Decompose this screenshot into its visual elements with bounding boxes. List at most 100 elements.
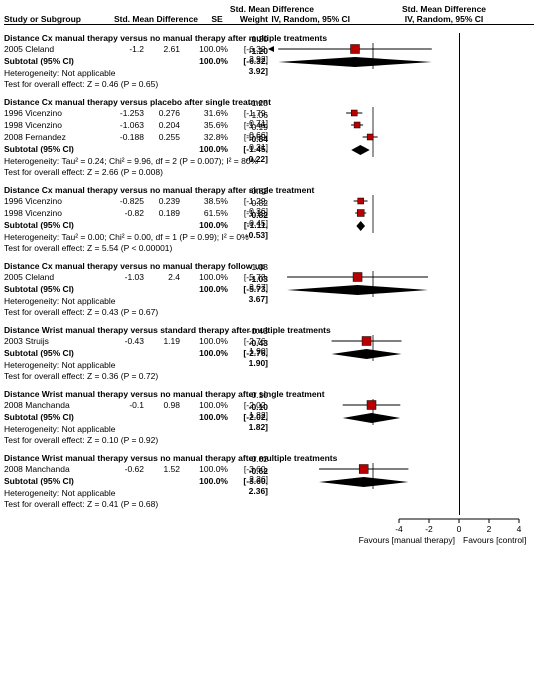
study-label: 1998 Vicenzino	[4, 208, 106, 218]
group-title: Distance Cx manual therapy versus no man…	[4, 33, 534, 43]
hdr-ci: IV, Random, 95% CI	[268, 14, 354, 24]
study-wt: 31.6%	[180, 108, 228, 118]
study-se: 0.239	[144, 196, 180, 206]
test-note: Test for overall effect: Z = 0.10 (P = 0…	[4, 435, 534, 445]
study-md: -0.43	[106, 336, 144, 346]
heterogeneity-note: Heterogeneity: Not applicable	[4, 488, 534, 498]
study-label: 2008 Fernandez	[4, 132, 106, 142]
study-row: 1996 Vicenzino -0.825 0.239 38.5% -0.82 …	[4, 195, 534, 207]
hdr-wt: Weight	[228, 14, 268, 24]
subtotal-ci: -1.03 [-5.73, 3.67]	[228, 274, 268, 304]
heterogeneity-note: Heterogeneity: Not applicable	[4, 360, 534, 370]
subtotal-plot	[268, 219, 534, 231]
subtotal-ci: -0.82 [-1.11, -0.53]	[228, 210, 268, 240]
study-label: 2005 Cleland	[4, 272, 106, 282]
svg-text:-4: -4	[395, 524, 403, 534]
study-md: -0.825	[106, 196, 144, 206]
group-title: Distance Wrist manual therapy versus no …	[4, 389, 534, 399]
hdr-plot: IV, Random, 95% CI	[354, 14, 534, 24]
top-header: Std. Mean Difference Std. Mean Differenc…	[4, 4, 534, 14]
study-md: -0.1	[106, 400, 144, 410]
subtotal-row: Subtotal (95% CI) 100.0% -1.03 [-5.73, 3…	[4, 283, 534, 295]
subtotal-wt: 100.0%	[180, 412, 228, 422]
subtotal-plot	[268, 347, 534, 359]
heterogeneity-note: Heterogeneity: Not applicable	[4, 424, 534, 434]
study-wt: 38.5%	[180, 196, 228, 206]
svg-text:0: 0	[457, 524, 462, 534]
study-row: 2008 Manchanda -0.62 1.52 100.0% -0.62 […	[4, 463, 534, 475]
study-wt: 100.0%	[180, 336, 228, 346]
test-note: Test for overall effect: Z = 0.43 (P = 0…	[4, 307, 534, 317]
svg-text:Favours [control]: Favours [control]	[463, 535, 526, 545]
subtotal-label: Subtotal (95% CI)	[4, 220, 106, 230]
study-label: 1996 Vicenzino	[4, 108, 106, 118]
study-row: 2005 Cleland -1.03 2.4 100.0% -1.03 [-5.…	[4, 271, 534, 283]
subtotal-wt: 100.0%	[180, 56, 228, 66]
study-md: -0.188	[106, 132, 144, 142]
test-note: Test for overall effect: Z = 0.41 (P = 0…	[4, 499, 534, 509]
study-wt: 100.0%	[180, 44, 228, 54]
hdr-study: Study or Subgroup	[4, 14, 106, 24]
study-se: 0.204	[144, 120, 180, 130]
subtotal-row: Subtotal (95% CI) 100.0% -0.84 [-1.45, -…	[4, 143, 534, 155]
subtotal-row: Subtotal (95% CI) 100.0% -0.43 [-2.76, 1…	[4, 347, 534, 359]
study-se: 1.52	[144, 464, 180, 474]
study-row: 1998 Vicenzino -0.82 0.189 61.5% -0.82 […	[4, 207, 534, 219]
group-title: Distance Wrist manual therapy versus sta…	[4, 325, 534, 335]
subtotal-ci: -0.84 [-1.45, -0.22]	[228, 134, 268, 164]
study-row: 1996 Vicenzino -1.253 0.276 31.6% -1.25 …	[4, 107, 534, 119]
svg-text:-2: -2	[425, 524, 433, 534]
study-md: -1.063	[106, 120, 144, 130]
subtotal-label: Subtotal (95% CI)	[4, 56, 106, 66]
study-plot	[268, 207, 534, 219]
study-wt: 35.6%	[180, 120, 228, 130]
heterogeneity-note: Heterogeneity: Tau² = 0.00; Chi² = 0.00,…	[4, 232, 534, 242]
study-plot	[268, 43, 534, 55]
study-row: 2003 Struijs -0.43 1.19 100.0% -0.43 [-2…	[4, 335, 534, 347]
subtotal-label: Subtotal (95% CI)	[4, 476, 106, 486]
subtotal-plot	[268, 411, 534, 423]
subtotal-wt: 100.0%	[180, 284, 228, 294]
study-wt: 100.0%	[180, 272, 228, 282]
hdr-se: SE	[206, 14, 228, 24]
study-plot	[268, 195, 534, 207]
heterogeneity-note: Heterogeneity: Not applicable	[4, 68, 534, 78]
subtotal-row: Subtotal (95% CI) 100.0% -0.82 [-1.11, -…	[4, 219, 534, 231]
forest-body: Distance Cx manual therapy versus no man…	[4, 33, 534, 509]
subtotal-wt: 100.0%	[180, 144, 228, 154]
study-plot	[268, 399, 534, 411]
study-md: -1.253	[106, 108, 144, 118]
subtotal-plot	[268, 283, 534, 295]
hdr-md: Std. Mean Difference	[106, 14, 206, 24]
subtotal-wt: 100.0%	[180, 476, 228, 486]
top-header-left: Std. Mean Difference	[4, 4, 354, 14]
study-row: 1998 Vicenzino -1.063 0.204 35.6% -1.06 …	[4, 119, 534, 131]
study-wt: 32.8%	[180, 132, 228, 142]
group-title: Distance Cx manual therapy versus no man…	[4, 185, 534, 195]
test-note: Test for overall effect: Z = 5.54 (P < 0…	[4, 243, 534, 253]
subtotal-plot	[268, 475, 534, 487]
study-row: 2005 Cleland -1.2 2.61 100.0% -1.20 [-6.…	[4, 43, 534, 55]
subtotal-label: Subtotal (95% CI)	[4, 284, 106, 294]
axis-svg: -4-2024Favours [manual therapy]Favours […	[354, 515, 534, 545]
subtotal-ci: -0.43 [-2.76, 1.90]	[228, 338, 268, 368]
subtotal-plot	[268, 55, 534, 67]
study-label: 2008 Manchanda	[4, 400, 106, 410]
subtotal-ci: -0.10 [-2.02, 1.82]	[228, 402, 268, 432]
subtotal-row: Subtotal (95% CI) 100.0% -1.20 [-6.32, 3…	[4, 55, 534, 67]
study-label: 1996 Vicenzino	[4, 196, 106, 206]
study-wt: 61.5%	[180, 208, 228, 218]
study-se: 2.4	[144, 272, 180, 282]
group-title: Distance Cx manual therapy versus placeb…	[4, 97, 534, 107]
study-plot	[268, 107, 534, 119]
study-se: 0.98	[144, 400, 180, 410]
study-label: 2008 Manchanda	[4, 464, 106, 474]
study-row: 2008 Manchanda -0.1 0.98 100.0% -0.10 [-…	[4, 399, 534, 411]
subtotal-wt: 100.0%	[180, 348, 228, 358]
study-wt: 100.0%	[180, 464, 228, 474]
study-se: 0.189	[144, 208, 180, 218]
subtotal-row: Subtotal (95% CI) 100.0% -0.62 [-3.60, 2…	[4, 475, 534, 487]
study-label: 1998 Vicenzino	[4, 120, 106, 130]
subtotal-ci: -1.20 [-6.32, 3.92]	[228, 46, 268, 76]
test-note: Test for overall effect: Z = 0.36 (P = 0…	[4, 371, 534, 381]
